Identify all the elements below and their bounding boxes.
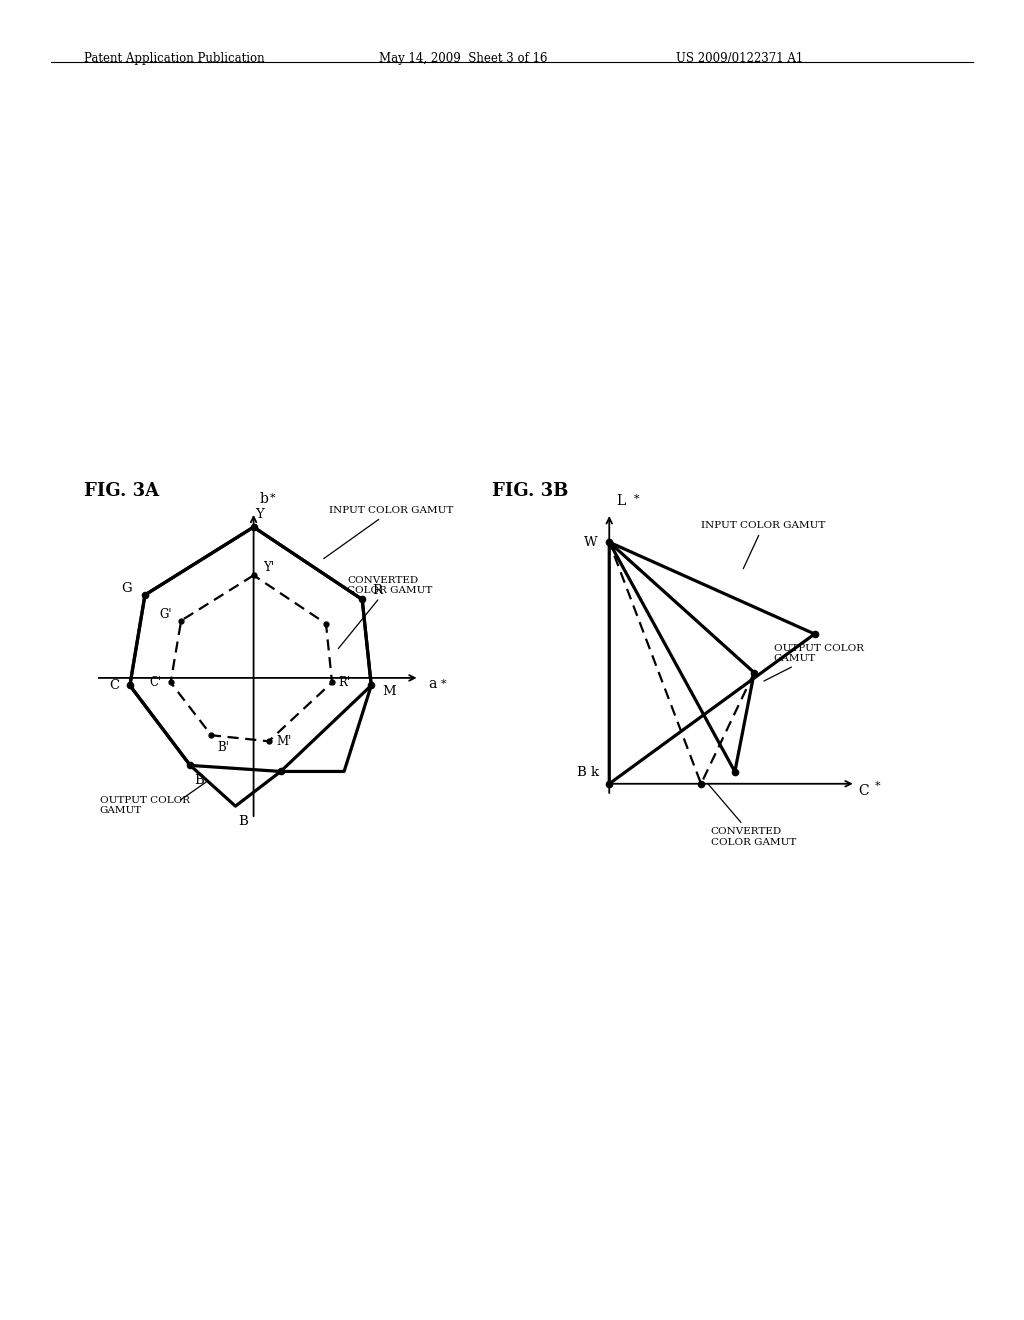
Text: G': G' [160, 609, 172, 620]
Text: C': C' [150, 676, 162, 689]
Text: C: C [858, 784, 868, 799]
Text: G: G [122, 582, 132, 595]
Text: W: W [584, 536, 597, 549]
Text: b: b [260, 492, 268, 506]
Text: C: C [110, 678, 120, 692]
Text: US 2009/0122371 A1: US 2009/0122371 A1 [676, 51, 803, 65]
Text: a: a [429, 677, 437, 690]
Text: B: B [239, 814, 248, 828]
Text: B': B' [217, 741, 229, 754]
Text: *: * [874, 781, 881, 791]
Text: May 14, 2009  Sheet 3 of 16: May 14, 2009 Sheet 3 of 16 [379, 51, 548, 65]
Text: L: L [616, 495, 626, 508]
Text: INPUT COLOR GAMUT: INPUT COLOR GAMUT [324, 506, 454, 558]
Text: CONVERTED
COLOR GAMUT: CONVERTED COLOR GAMUT [338, 576, 432, 648]
Text: OUTPUT COLOR
GAMUT: OUTPUT COLOR GAMUT [99, 796, 189, 814]
Text: M': M' [276, 735, 292, 747]
Text: B k: B k [578, 766, 600, 779]
Text: R': R' [338, 676, 350, 689]
Text: *: * [634, 494, 639, 503]
Text: *: * [270, 492, 275, 503]
Text: FIG. 3B: FIG. 3B [492, 482, 568, 500]
Text: CONVERTED
COLOR GAMUT: CONVERTED COLOR GAMUT [708, 784, 796, 846]
Text: B: B [195, 774, 204, 787]
Text: OUTPUT COLOR
GAMUT: OUTPUT COLOR GAMUT [764, 644, 863, 681]
Text: FIG. 3A: FIG. 3A [84, 482, 159, 500]
Text: M: M [383, 685, 396, 698]
Text: INPUT COLOR GAMUT: INPUT COLOR GAMUT [701, 521, 825, 569]
Text: R: R [373, 583, 382, 597]
Text: *: * [440, 678, 446, 689]
Text: Patent Application Publication: Patent Application Publication [84, 51, 264, 65]
Text: Y': Y' [263, 561, 274, 574]
Text: Y: Y [255, 508, 264, 521]
